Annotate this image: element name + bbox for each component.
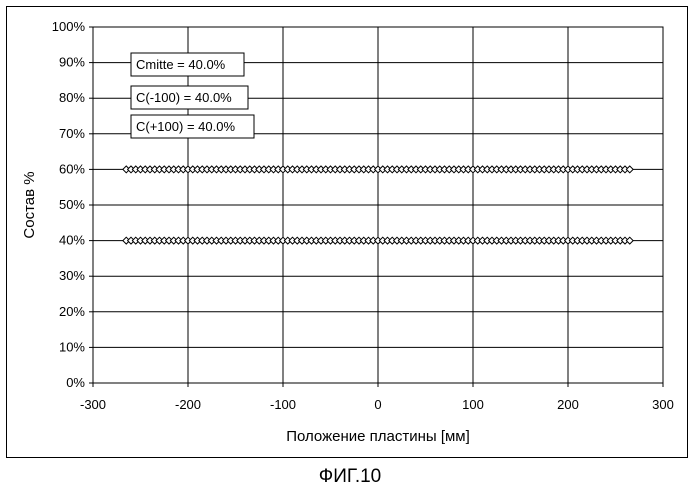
series-1 <box>123 166 633 173</box>
annotation-text: C(+100) = 40.0% <box>136 119 235 134</box>
y-tick-label: 20% <box>59 304 85 319</box>
y-tick-label: 90% <box>59 55 85 70</box>
annotation-box: Cmitte = 40.0% <box>131 53 244 76</box>
annotation-text: Cmitte = 40.0% <box>136 57 226 72</box>
figure-caption: ФИГ.10 <box>0 466 700 488</box>
x-tick-label: 100 <box>462 397 484 412</box>
y-tick-label: 0% <box>66 375 85 390</box>
scatter-chart: 0% 10% 20% 30% 40% 50% 60% 70% 80% 90% 100% -300 -20… <box>0 0 700 460</box>
data-point <box>626 237 633 244</box>
y-tick-label: 100% <box>52 19 86 34</box>
y-tick-label: 30% <box>59 268 85 283</box>
y-axis-title: Состав % <box>21 171 38 238</box>
x-tick-label: 300 <box>652 397 674 412</box>
data-point <box>626 166 633 173</box>
annotation-box: C(-100) = 40.0% <box>131 86 248 109</box>
x-axis-title: Положение пластины [мм] <box>286 428 470 445</box>
y-tick-label: 70% <box>59 126 85 141</box>
annotation-box: C(+100) = 40.0% <box>131 115 254 138</box>
series-2 <box>123 237 633 244</box>
x-tick-label: 200 <box>557 397 579 412</box>
y-tick-label: 60% <box>59 161 85 176</box>
y-tick-label: 80% <box>59 90 85 105</box>
x-tick-label: -100 <box>270 397 296 412</box>
grid-layer <box>93 27 663 383</box>
x-tick-label: 0 <box>374 397 381 412</box>
annotations-layer: Cmitte = 40.0% C(-100) = 40.0% C(+100) = 4… <box>131 53 254 138</box>
y-tick-label: 40% <box>59 233 85 248</box>
x-tick-label: -300 <box>80 397 106 412</box>
y-tick-label: 50% <box>59 197 85 212</box>
x-tick-label: -200 <box>175 397 201 412</box>
annotation-text: C(-100) = 40.0% <box>136 90 232 105</box>
y-tick-label: 10% <box>59 339 85 354</box>
ticks-layer: 0% 10% 20% 30% 40% 50% 60% 70% 80% 90% 100% -300 -20… <box>52 19 674 412</box>
